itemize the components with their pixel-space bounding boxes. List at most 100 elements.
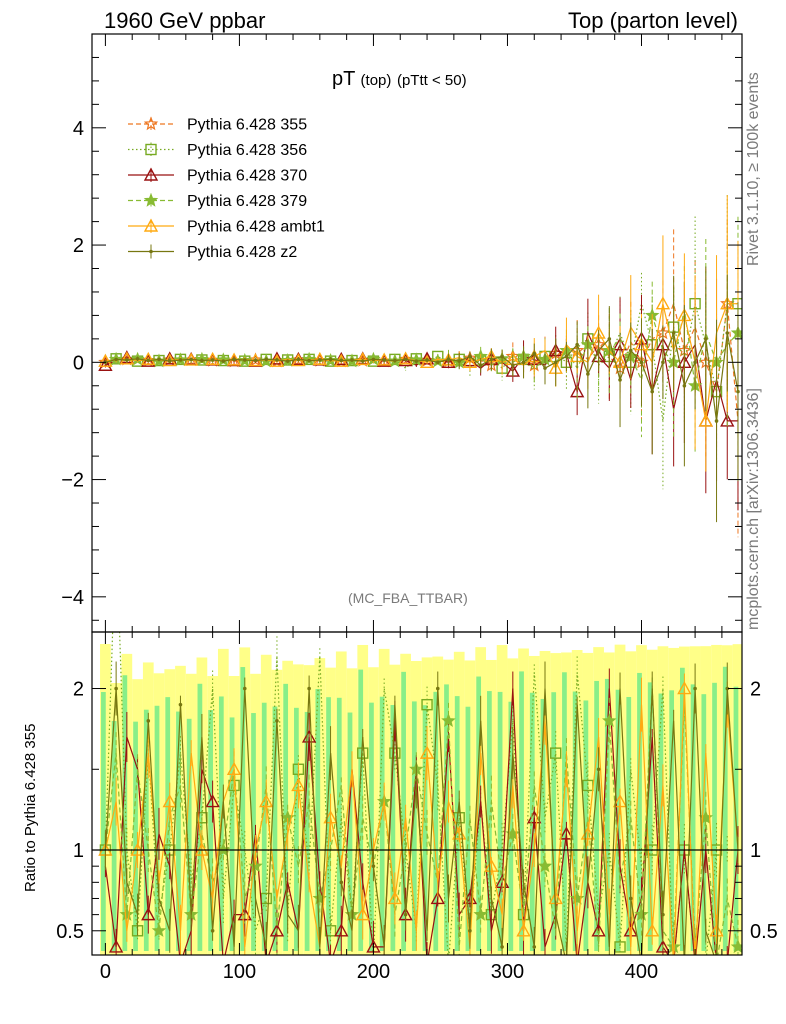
data-point-z2: [596, 348, 601, 353]
data-point-z2: [178, 358, 183, 362]
ratio-band-green: [562, 672, 567, 951]
data-point-z2: [264, 357, 269, 362]
ratio-point-s379: [441, 713, 456, 728]
ratio-band-green: [390, 705, 396, 951]
data-point-s355: [398, 351, 413, 366]
ratio-point-ambt1: [484, 858, 499, 872]
legend-label-s355: Pythia 6.428 355: [187, 117, 307, 134]
ratio-band-green: [508, 701, 514, 951]
ratio-line-s356: [104, 632, 738, 955]
data-point-z2: [553, 360, 558, 365]
data-point-z2: [435, 360, 440, 365]
x-tick-label: 0: [100, 961, 111, 983]
ratio-band-green: [261, 702, 267, 951]
data-point-z2: [382, 358, 386, 362]
ratio-point-s356: [421, 698, 433, 711]
ratio-band-green: [465, 706, 471, 951]
legend-label-s356: Pythia 6.428 356: [187, 142, 307, 159]
data-point-z2: [671, 331, 676, 335]
data-point-z2: [489, 357, 494, 362]
ratio-point-s370: [205, 794, 220, 808]
ratio-point-s379: [602, 713, 617, 728]
ratio-point-s370: [301, 729, 317, 743]
data-point-z2: [221, 359, 226, 363]
data-point-z2: [232, 357, 236, 362]
ratio-point-ambt1: [162, 794, 177, 808]
data-point-ambt1: [462, 354, 478, 369]
data-point-z2: [403, 357, 408, 362]
ratio-band-green: [433, 691, 439, 951]
data-point-z2: [607, 337, 612, 341]
plot-title-sub2: (pTtt < 50): [396, 72, 467, 89]
ratio-band-green: [529, 692, 535, 951]
data-point-s370: [162, 351, 177, 365]
ratio-point-z2: [403, 912, 408, 917]
legend-label-s370: Pythia 6.428 370: [187, 168, 307, 185]
ratio-point-z2: [210, 928, 215, 933]
ratio-point-s379: [537, 858, 553, 873]
data-point-z2: [296, 357, 301, 362]
data-point-z2: [446, 357, 451, 362]
ratio-point-s370: [721, 957, 733, 968]
data-point-s370: [441, 354, 456, 369]
ratio-point-ambt1: [226, 761, 242, 775]
ratio-band-green: [647, 682, 653, 951]
ratio-band-green: [594, 680, 599, 951]
data-point-z2: [242, 358, 247, 362]
data-point-z2: [639, 360, 644, 365]
ratio-band-green: [583, 700, 589, 951]
data-point-z2: [371, 357, 376, 362]
ratio-band-green: [658, 693, 664, 951]
data-point-z2: [543, 366, 547, 370]
legend-label-z2: Pythia 6.428 z2: [187, 244, 297, 261]
data-point-z2: [210, 358, 215, 362]
ratio-band-green: [572, 691, 578, 951]
ratio-band-green: [411, 701, 417, 951]
data-point-ambt1: [98, 353, 113, 367]
ratio-point-z2: [371, 864, 376, 868]
data-point-s355: [205, 352, 220, 367]
data-point-z2: [478, 363, 483, 368]
ratio-band-green: [626, 696, 632, 951]
legend-marker-s356: [145, 143, 157, 156]
ratio-band-green: [294, 707, 299, 951]
ratio-point-z2: [661, 912, 665, 917]
analysis-label: (MC_FBA_TTBAR): [348, 590, 468, 606]
ratio-band-green: [712, 682, 717, 951]
data-point-z2: [393, 358, 397, 363]
ratio-y-tick-label-left: 1: [73, 840, 84, 862]
ratio-point-s356: [389, 747, 401, 759]
data-point-z2: [350, 358, 354, 362]
ratio-point-z2: [532, 945, 537, 949]
ratio-band-green: [680, 667, 685, 951]
data-point-z2: [157, 357, 161, 362]
ratio-point-z2: [565, 961, 569, 965]
ratio-band-green: [326, 697, 331, 951]
plot-title-sub1: (top): [360, 72, 392, 89]
ratio-band-green: [422, 705, 428, 951]
ratio-point-s370: [237, 907, 252, 921]
header-left: 1960 GeV ppbar: [104, 8, 266, 33]
ratio-panel-series: [98, 632, 742, 968]
ratio-frame: [91, 631, 743, 956]
ratio-band-green: [701, 694, 707, 951]
ratio-y-tick-label-left: 0.5: [56, 921, 84, 943]
data-point-ambt1: [119, 351, 135, 365]
ratio-band-green: [336, 697, 342, 951]
ratio-y-tick-label-right: 0.5: [750, 921, 778, 943]
data-point-z2: [682, 383, 687, 388]
data-point-z2: [468, 354, 472, 359]
ratio-point-s370: [141, 907, 156, 921]
ratio-point-ambt1: [259, 794, 274, 808]
ratio-point-z2: [628, 896, 633, 901]
series-line-z2: [105, 330, 739, 421]
data-point-z2: [275, 358, 279, 362]
ratio-point-z2: [242, 686, 247, 691]
data-point-z2: [414, 359, 419, 363]
ratio-point-s356: [324, 925, 337, 937]
data-point-ambt1: [312, 351, 328, 366]
main-panel-series: [98, 195, 742, 538]
legend-label-s379: Pythia 6.428 379: [187, 193, 307, 210]
data-point-z2: [650, 389, 655, 394]
